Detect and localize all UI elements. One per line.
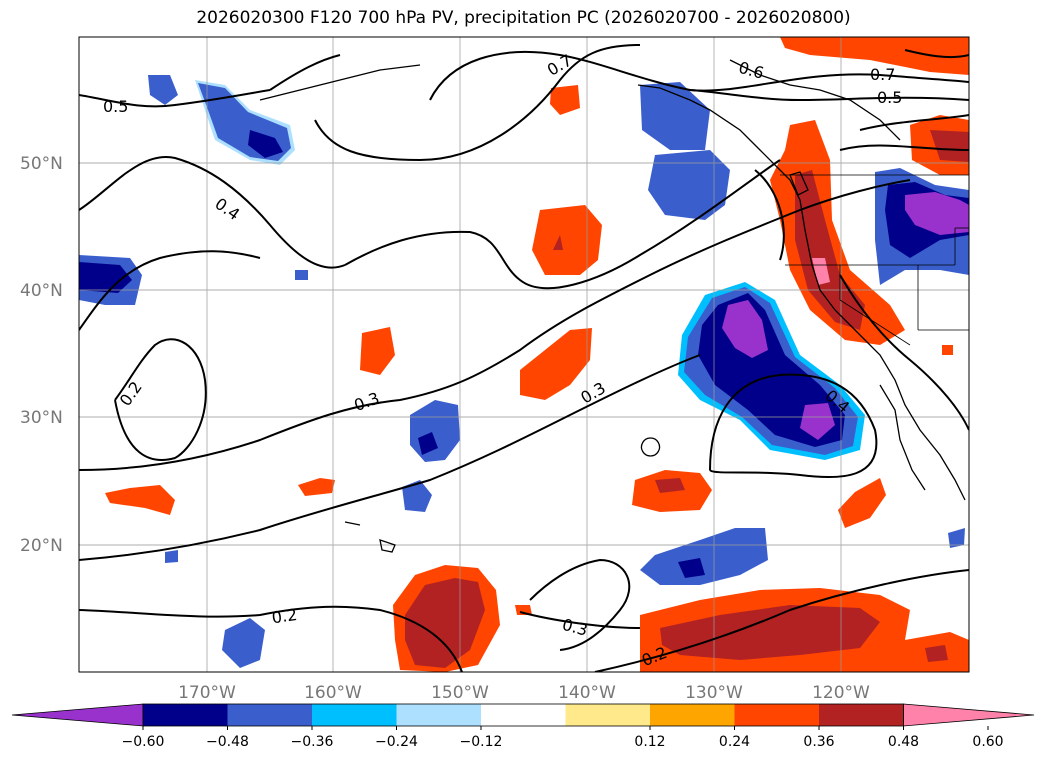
colorbar-tick-label: 0.24: [719, 734, 750, 750]
contour-label: 0.5: [877, 88, 902, 107]
colorbar-segment: [650, 704, 735, 726]
graticule: [79, 37, 969, 672]
lat-label: 50°N: [20, 154, 63, 174]
lon-label: 130°W: [685, 683, 743, 703]
colorbar: −0.60 −0.48 −0.36 −0.24 −0.12 0.12 0.24 0.36 0.4…: [11, 703, 1035, 750]
colorbar-segment: [396, 704, 481, 726]
latitude-labels: 50°N 40°N 30°N 20°N: [20, 154, 63, 556]
map-frame: [78, 36, 970, 673]
colorbar-tick-label: 0.48: [888, 734, 919, 750]
colorbar-segment: [312, 704, 397, 726]
contour-label: 0.7: [870, 65, 895, 84]
lon-label: 120°W: [812, 683, 870, 703]
colorbar-segment: [143, 704, 228, 726]
lon-label: 140°W: [558, 683, 616, 703]
colorbar-segment: [481, 704, 566, 726]
colorbar-tick-label: −0.48: [206, 734, 249, 750]
colorbar-tick-label: −0.36: [291, 734, 334, 750]
colorbar-extend-max: [903, 703, 1035, 727]
map-title: 2026020300 F120 700 hPa PV, precipitatio…: [196, 8, 851, 28]
colorbar-segment: [819, 704, 904, 726]
colorbar-segment: [227, 704, 312, 726]
lon-label: 150°W: [431, 683, 489, 703]
boundaries: [780, 174, 969, 346]
colorbar-tick-label: 0.12: [634, 734, 665, 750]
colorbar-tick-label: −0.60: [122, 734, 165, 750]
colorbar-segment: [565, 704, 650, 726]
lat-label: 40°N: [20, 281, 63, 301]
colorbar-frame: [142, 703, 904, 727]
colorbar-segment: [734, 704, 819, 726]
lat-label: 30°N: [20, 408, 63, 428]
pv-contours: [79, 44, 969, 672]
longitude-labels: 170°W 160°W 150°W 140°W 130°W 120°W: [178, 683, 870, 703]
precip-shading: [79, 37, 969, 672]
contour-label: 0.5: [103, 97, 128, 116]
contour-label: 0.2: [271, 605, 299, 627]
lon-label: 170°W: [178, 683, 236, 703]
colorbar-tick-label: −0.24: [375, 734, 418, 750]
colorbar-extend-min: [11, 703, 144, 727]
lat-label: 20°N: [20, 536, 63, 556]
lon-label: 160°W: [304, 683, 362, 703]
colorbar-tick-label: −0.12: [460, 734, 503, 750]
colorbar-tick-label: 0.60: [972, 734, 1003, 750]
colorbar-tick-label: 0.36: [803, 734, 834, 750]
